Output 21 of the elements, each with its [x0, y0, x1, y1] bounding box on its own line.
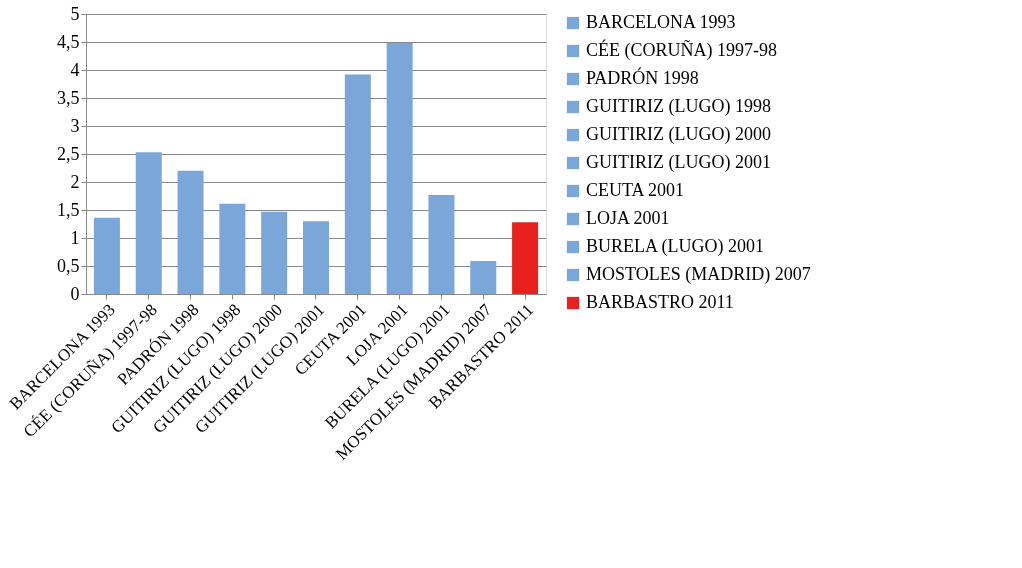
y-tick-label: 4: [70, 59, 80, 80]
y-tick-label: 1,5: [57, 199, 80, 220]
legend-label: MOSTOLES (MADRID) 2007: [586, 264, 811, 285]
y-tick-label: 4,5: [57, 31, 80, 52]
y-tick-label: 0,5: [57, 255, 80, 276]
y-tick-label: 1: [70, 227, 80, 248]
y-tick-label: 3: [70, 115, 80, 136]
legend-label: CÉE (CORUÑA) 1997-98: [586, 39, 777, 61]
legend-label: GUITIRIZ (LUGO) 2001: [586, 152, 771, 173]
legend-label: GUITIRIZ (LUGO) 2000: [586, 124, 771, 145]
y-tick-label: 5: [70, 3, 80, 24]
y-tick-label: 2: [70, 171, 80, 192]
y-tick-label: 2,5: [57, 143, 80, 164]
legend-label: GUITIRIZ (LUGO) 1998: [586, 96, 771, 117]
y-tick-label: 3,5: [57, 87, 80, 108]
legend-label: BARCELONA 1993: [586, 12, 736, 32]
y-tick-label: 0: [70, 283, 80, 304]
legend-label: CEUTA 2001: [586, 180, 685, 200]
legend-label: PADRÓN 1998: [586, 67, 699, 88]
legend-label: BURELA (LUGO) 2001: [586, 236, 764, 257]
legend-label: LOJA 2001: [586, 208, 670, 228]
